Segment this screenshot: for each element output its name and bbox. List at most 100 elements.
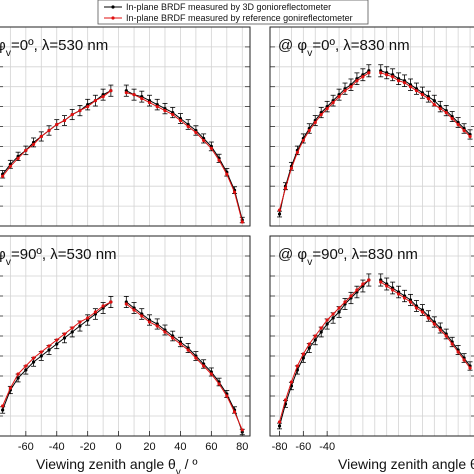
data-point-reference xyxy=(124,302,128,306)
data-point-reference xyxy=(307,128,311,133)
panel-frame xyxy=(0,235,251,437)
panel-frame xyxy=(0,26,251,227)
data-point-reference xyxy=(186,348,190,352)
data-point-reference xyxy=(337,95,341,99)
data-point-reference xyxy=(367,278,371,282)
data-point-3d xyxy=(39,354,43,358)
data-point-reference xyxy=(93,310,97,314)
data-point-reference xyxy=(444,110,448,115)
data-point-reference xyxy=(225,394,229,398)
panel-4: -80 -60 -40 @ φv=90º, λ=830 nm Viewing zenit… xyxy=(269,235,474,474)
data-point-reference xyxy=(178,118,183,123)
data-point-reference xyxy=(140,314,144,318)
data-point-reference xyxy=(93,99,97,103)
data-point-3d xyxy=(1,408,5,412)
data-point-reference xyxy=(147,320,152,324)
x-tick-label: 20 xyxy=(143,441,155,453)
panel-frame xyxy=(269,235,474,437)
series-line-reference-left xyxy=(279,72,370,211)
data-point-reference xyxy=(140,97,144,101)
data-point-reference xyxy=(24,364,28,368)
series-group xyxy=(0,84,245,224)
data-point-reference xyxy=(462,128,466,133)
data-point-reference xyxy=(70,326,74,330)
data-point-reference xyxy=(209,372,213,376)
data-point-reference xyxy=(217,382,221,386)
data-point-reference xyxy=(55,122,59,127)
gridlines xyxy=(270,236,474,436)
data-point-reference xyxy=(225,172,229,176)
data-point-3d xyxy=(55,342,59,346)
x-axis-label: Viewing zenith angle θv / º xyxy=(338,456,474,474)
data-point-reference xyxy=(331,101,335,105)
data-point-reference xyxy=(313,120,317,125)
series-line-reference-right xyxy=(126,92,243,223)
data-point-reference xyxy=(163,108,167,113)
data-point-reference xyxy=(319,326,323,330)
data-point-3d xyxy=(16,376,20,380)
data-point-reference xyxy=(39,350,43,354)
x-tick-label: 60 xyxy=(205,441,217,453)
data-point-reference xyxy=(462,358,466,362)
data-point-reference xyxy=(178,342,183,346)
x-tick-label: -40 xyxy=(319,441,335,453)
data-point-3d xyxy=(432,99,436,103)
data-point-reference xyxy=(408,85,413,89)
legend-label-3d: In-plane BRDF measured by 3D gonioreflec… xyxy=(126,2,331,12)
data-point-reference xyxy=(289,380,294,384)
data-point-reference xyxy=(86,105,90,109)
data-point-reference xyxy=(277,208,282,212)
panel-label: φv=90º, λ=530 nm xyxy=(0,246,117,268)
data-point-reference xyxy=(8,386,12,390)
data-point-reference xyxy=(101,95,105,99)
legend-marker-reference xyxy=(111,16,115,20)
data-point-reference xyxy=(31,142,36,147)
data-point-reference xyxy=(450,342,454,346)
panel-2: @ φv=0º, λ=830 nm xyxy=(269,26,474,227)
x-tick-label: 80 xyxy=(236,441,248,453)
data-point-reference xyxy=(194,130,198,135)
data-point-reference xyxy=(385,73,389,77)
panel-label: φv=0º, λ=530 nm xyxy=(0,37,108,59)
data-point-3d xyxy=(31,360,36,364)
data-point-reference xyxy=(438,106,442,111)
data-point-reference xyxy=(240,220,244,224)
data-point-reference xyxy=(397,292,401,296)
data-point-reference xyxy=(319,112,323,117)
data-point-reference xyxy=(240,428,244,432)
series-line-reference-right xyxy=(380,281,471,369)
data-point-reference xyxy=(349,294,353,298)
legend-box xyxy=(97,0,369,25)
data-point-reference xyxy=(468,366,472,370)
data-point-3d xyxy=(70,330,74,334)
data-point-reference xyxy=(147,101,152,105)
panel-label: @ φv=90º, λ=830 nm xyxy=(278,246,418,268)
x-tick-label: -80 xyxy=(272,441,288,453)
data-point-reference xyxy=(397,79,401,83)
series-line-3d-right xyxy=(125,301,243,433)
data-point-reference xyxy=(301,138,305,143)
data-point-reference xyxy=(8,164,12,168)
data-point-reference xyxy=(379,280,383,284)
gridlines xyxy=(0,236,250,436)
data-point-reference xyxy=(209,146,213,150)
data-point-reference xyxy=(78,108,82,113)
data-point-reference xyxy=(402,81,407,85)
series-group xyxy=(277,64,473,218)
data-point-reference xyxy=(420,310,425,314)
data-point-reference xyxy=(202,364,206,368)
data-point-reference xyxy=(438,328,442,332)
series-group xyxy=(0,296,245,436)
data-point-reference xyxy=(349,85,353,89)
data-point-reference xyxy=(337,306,341,310)
data-point-reference xyxy=(420,93,425,97)
data-point-reference xyxy=(468,134,472,139)
data-point-reference xyxy=(132,93,136,97)
data-point-3d xyxy=(325,322,329,326)
data-point-3d xyxy=(331,316,335,320)
series-line-reference-right xyxy=(380,72,471,137)
data-point-reference xyxy=(16,156,20,160)
data-point-reference xyxy=(444,334,448,338)
x-tick-label: -60 xyxy=(18,441,34,453)
data-point-3d xyxy=(337,310,341,314)
